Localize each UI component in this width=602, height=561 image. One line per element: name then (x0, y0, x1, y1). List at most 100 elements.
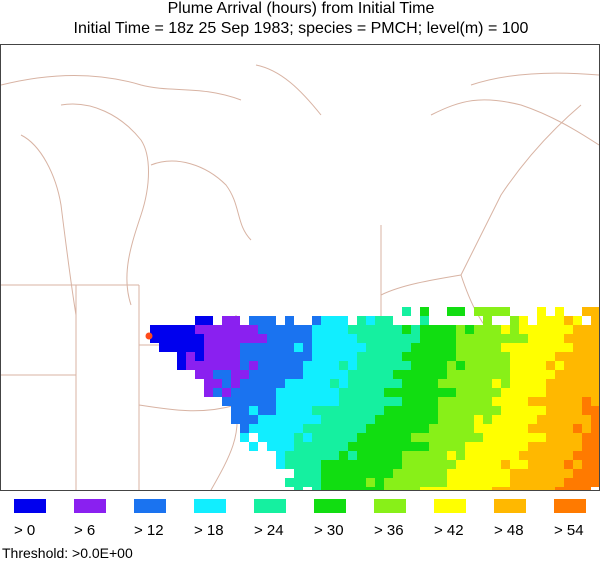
plume-cell (429, 415, 438, 424)
plume-cell (456, 406, 465, 415)
plume-cell (465, 406, 474, 415)
plume-cell (474, 406, 483, 415)
plume-cell (573, 334, 582, 343)
plume-cell (321, 460, 330, 469)
plume-cell (591, 343, 599, 352)
plume-cell (573, 352, 582, 361)
plume-cell (591, 451, 599, 460)
plume-cell (546, 433, 555, 442)
plume-cell (573, 433, 582, 442)
plume-cell (276, 343, 285, 352)
plume-cell (429, 469, 438, 478)
plume-cell (528, 460, 537, 469)
plume-cell (555, 325, 564, 334)
plume-cell (456, 433, 465, 442)
plume-cell (411, 361, 420, 370)
plume-cell (267, 406, 276, 415)
plume-cell (294, 361, 303, 370)
legend-label: > 48 (494, 522, 524, 539)
plume-cell (312, 397, 321, 406)
plume-cell (582, 379, 591, 388)
plume-cell (348, 442, 357, 451)
plume-cell (465, 325, 474, 334)
plume-cell (456, 361, 465, 370)
plume-cell (249, 379, 258, 388)
plume-cell (339, 397, 348, 406)
plume-cell (339, 451, 348, 460)
plume-cell (537, 352, 546, 361)
plume-cell (456, 307, 465, 316)
plume-cell (402, 379, 411, 388)
plume-cell (357, 388, 366, 397)
plume-cell (339, 469, 348, 478)
plume-cell (375, 487, 384, 490)
plume-cell (402, 307, 411, 316)
plume-cell (564, 406, 573, 415)
plume-cell (555, 352, 564, 361)
plume-cell (465, 478, 474, 487)
plume-cell (492, 388, 501, 397)
plume-cell (240, 325, 249, 334)
plume-cell (474, 379, 483, 388)
plume-cell (312, 406, 321, 415)
plume-cell (339, 379, 348, 388)
plume-cell (438, 406, 447, 415)
plume-cell (582, 433, 591, 442)
plume-cell (582, 307, 591, 316)
plume-cell (492, 325, 501, 334)
plume-cell (429, 442, 438, 451)
plume-cell (357, 460, 366, 469)
plume-cell (321, 397, 330, 406)
plume-cell (591, 406, 599, 415)
plume-cell (420, 307, 429, 316)
plume-cell (483, 325, 492, 334)
plume-cell (474, 325, 483, 334)
plume-cell (510, 361, 519, 370)
plume-cell (429, 433, 438, 442)
legend-swatch-24 (254, 499, 286, 513)
plume-cell (582, 424, 591, 433)
plume-cell (303, 442, 312, 451)
plume-cell (447, 415, 456, 424)
plume-cell (366, 478, 375, 487)
plume-cell (321, 343, 330, 352)
plume-cell (177, 334, 186, 343)
plume-cell (294, 442, 303, 451)
plume-cell (312, 433, 321, 442)
plume-cell (573, 343, 582, 352)
plume-cell (555, 415, 564, 424)
legend-label: > 0 (14, 522, 36, 539)
plume-cell (555, 316, 564, 325)
plume-cell (348, 370, 357, 379)
plume-cell (528, 352, 537, 361)
plume-cell (519, 442, 528, 451)
plume-cell (267, 370, 276, 379)
plume-cell (537, 424, 546, 433)
legend-swatch-48 (494, 499, 526, 513)
plume-cell (582, 370, 591, 379)
plume-cell (330, 379, 339, 388)
plume-cell (429, 451, 438, 460)
plume-cell (330, 460, 339, 469)
plume-cell (510, 478, 519, 487)
plume-cell (276, 352, 285, 361)
plume-cell (582, 478, 591, 487)
plume-cell (528, 478, 537, 487)
plume-cell (384, 343, 393, 352)
plume-cell (348, 415, 357, 424)
plume-cell (591, 469, 599, 478)
plume-cell (591, 370, 599, 379)
plume-cell (303, 460, 312, 469)
plume-cell (501, 487, 510, 490)
plume-cell (483, 343, 492, 352)
plume-cell (465, 352, 474, 361)
plume-cell (393, 469, 402, 478)
plume-cell (375, 415, 384, 424)
plume-cell (366, 343, 375, 352)
plume-cell (375, 451, 384, 460)
plume-cell (339, 442, 348, 451)
plume-cell (555, 361, 564, 370)
plume-cell (546, 460, 555, 469)
plume-cell (564, 316, 573, 325)
plume-cell (528, 379, 537, 388)
